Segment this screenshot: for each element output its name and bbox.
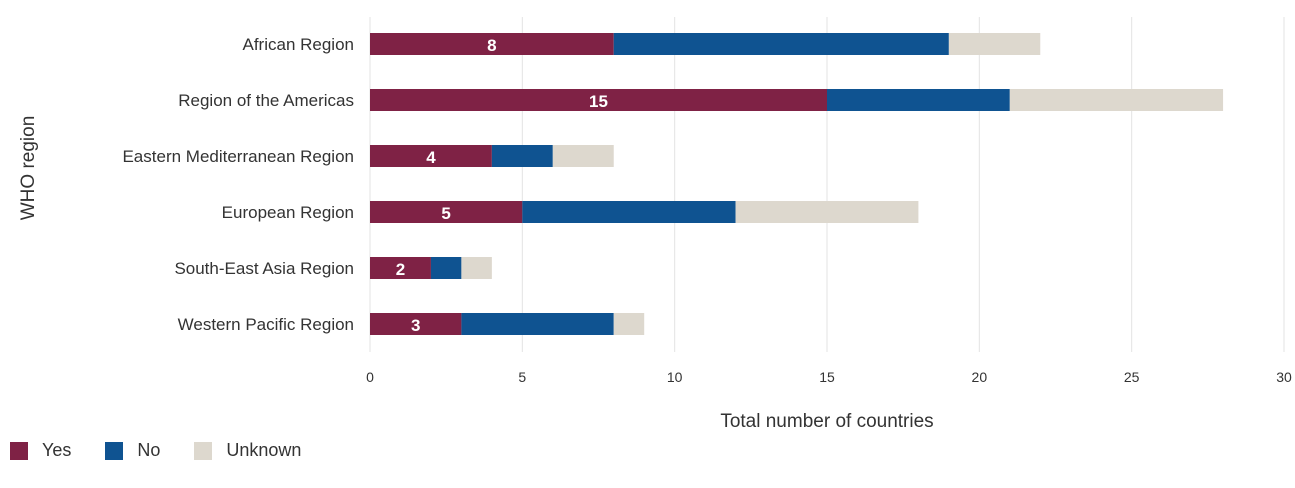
bar-segment-no: [522, 201, 736, 223]
category-label: African Region: [242, 35, 354, 54]
bar-data-label: 15: [589, 92, 608, 111]
category-labels: African Region Region of the Americas East…: [122, 35, 354, 334]
x-tick-label: 10: [667, 369, 683, 385]
x-tick-label: 15: [819, 369, 835, 385]
x-tick-label: 30: [1276, 369, 1292, 385]
legend-label: No: [137, 440, 161, 460]
bar-data-label: 5: [441, 204, 450, 223]
bar-segment-yes: [370, 145, 492, 167]
legend-swatch: [194, 441, 213, 460]
category-label: Western Pacific Region: [178, 315, 354, 334]
bar-segment-unknown: [461, 257, 492, 279]
category-label: Region of the Americas: [178, 91, 354, 110]
legend-label: Unknown: [226, 440, 302, 460]
bar-segment-no: [613, 33, 949, 55]
x-tick-labels: 0 5 10 15 20 25 30: [366, 369, 1292, 385]
bar-segment-unknown: [948, 33, 1041, 55]
bar-segment-no: [491, 145, 553, 167]
legend-swatch: [10, 441, 28, 460]
legend-item-unknown: Unknown: [194, 440, 301, 461]
bar-segment-unknown: [552, 145, 614, 167]
bar-segment-no: [461, 313, 614, 335]
x-tick-label: 25: [1124, 369, 1140, 385]
category-label: Eastern Mediterranean Region: [122, 147, 354, 166]
legend-label: Yes: [42, 440, 72, 460]
bar-segment-yes: [370, 201, 523, 223]
legend-swatch: [105, 441, 124, 460]
category-label: South-East Asia Region: [174, 259, 354, 278]
bar-data-label: 8: [487, 36, 496, 55]
legend-item-yes: Yes: [10, 440, 71, 461]
bar-segment-no: [827, 89, 1010, 111]
bar-segment-yes: [370, 313, 462, 335]
x-tick-label: 0: [366, 369, 374, 385]
bar-segment-yes: [370, 33, 614, 55]
bar-data-label: 4: [426, 148, 436, 167]
bar-data-label: 2: [396, 260, 405, 279]
x-tick-label: 5: [518, 369, 526, 385]
x-tick-label: 20: [972, 369, 988, 385]
category-label: European Region: [222, 203, 354, 222]
bar-segment-yes: [370, 257, 431, 279]
bars: 8 15 4 5 2 3: [370, 33, 1224, 335]
gridlines: [369, 17, 1285, 352]
legend: Yes No Unknown: [10, 440, 335, 461]
bar-segment-yes: [370, 89, 827, 111]
bar-segment-unknown: [735, 201, 919, 223]
bar-segment-unknown: [1009, 89, 1224, 111]
bar-data-label: 3: [411, 316, 420, 335]
bar-segment-no: [430, 257, 462, 279]
legend-item-no: No: [105, 440, 160, 461]
y-axis-title: WHO region: [18, 116, 39, 221]
x-axis-title: Total number of countries: [720, 411, 933, 432]
bar-segment-unknown: [613, 313, 645, 335]
